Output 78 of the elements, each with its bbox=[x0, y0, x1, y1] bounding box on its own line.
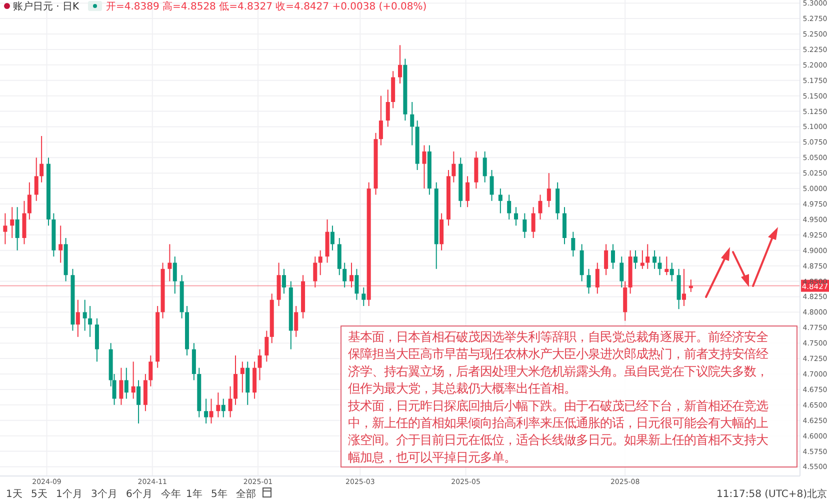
candlestick bbox=[221, 398, 226, 418]
annotation: 基本面，日本首相石破茂因选举失利等辞职，自民党总裁角逐展开。前经济安全保障担当大臣高市早苗与现任农林水产大臣小泉进次郎成热门，前者支持安倍经济学、持右翼立场，后者因处理大米危机崭露头角。虽自民党在下议院失多数，但作为最大党，其总裁仍大概率出任首相。 bbox=[348, 329, 768, 396]
candlestick bbox=[76, 299, 80, 338]
candlestick bbox=[27, 182, 32, 220]
text: 3个月 bbox=[91, 488, 118, 500]
candlestick bbox=[136, 380, 141, 424]
candlestick bbox=[168, 244, 172, 282]
candlestick bbox=[282, 268, 286, 294]
candlestick bbox=[652, 250, 657, 270]
text: 1天 bbox=[6, 489, 22, 500]
candlestick bbox=[240, 361, 244, 394]
text: 11:17:58 (UTC+8)北京 bbox=[716, 488, 827, 500]
candlestick bbox=[131, 361, 136, 400]
candlestick bbox=[682, 268, 686, 306]
candlestick bbox=[398, 44, 402, 84]
candlestick bbox=[640, 250, 644, 270]
candlestick bbox=[422, 144, 426, 190]
candlestick bbox=[313, 256, 318, 288]
candlestick bbox=[318, 250, 322, 276]
candlestick bbox=[216, 392, 220, 418]
candlestick bbox=[15, 206, 20, 251]
candlestick bbox=[595, 262, 600, 294]
candlestick bbox=[658, 256, 662, 276]
candlestick bbox=[88, 306, 92, 338]
candlestick bbox=[362, 286, 366, 306]
candlestick bbox=[204, 398, 208, 424]
candlestick bbox=[482, 150, 487, 183]
candlestick bbox=[58, 225, 63, 264]
candlestick bbox=[531, 206, 536, 238]
candlestick bbox=[264, 330, 269, 362]
candlestick bbox=[646, 244, 650, 270]
candlestick bbox=[664, 256, 669, 276]
text: 6个月 bbox=[126, 488, 152, 500]
candlestick bbox=[82, 299, 87, 332]
candlestick bbox=[354, 268, 359, 300]
candlestick bbox=[3, 212, 8, 245]
candlestick bbox=[228, 386, 232, 418]
candlestick bbox=[378, 95, 383, 146]
annotation: 技术面，日元昨日探底回抽后小幅下跌。由于石破茂已经下台，新首相还在竞选中，新上任的首相如果倾向抬高利率来压低通胀的话，日元很可能会有大幅的上涨空间。介于目前日元在低位，适合长线做多日元。如果新上任的首相不支持大幅加息，也可以平掉日元多单。 bbox=[347, 398, 768, 464]
candlestick bbox=[452, 150, 456, 183]
text: 5年 bbox=[211, 488, 228, 500]
candlestick bbox=[209, 398, 214, 424]
candlestick bbox=[40, 136, 44, 183]
candlestick bbox=[620, 256, 624, 288]
text: 1个月 bbox=[56, 488, 82, 500]
candlestick bbox=[507, 194, 512, 220]
candlestick bbox=[330, 225, 334, 251]
candlestick bbox=[386, 89, 390, 128]
candlestick bbox=[546, 172, 551, 208]
text: 5天 bbox=[31, 489, 48, 500]
candlestick bbox=[538, 194, 542, 220]
candlestick bbox=[350, 262, 354, 288]
candlestick bbox=[498, 188, 502, 214]
candlestick bbox=[604, 244, 608, 276]
candlestick bbox=[124, 367, 128, 400]
candlestick bbox=[522, 212, 527, 238]
candlestick bbox=[148, 354, 153, 387]
candlestick bbox=[571, 231, 576, 258]
candlestick bbox=[258, 348, 262, 381]
candlestick bbox=[119, 367, 124, 406]
candlestick bbox=[670, 262, 674, 282]
candlestick bbox=[514, 206, 518, 226]
candlestick bbox=[342, 262, 347, 288]
candlestick bbox=[634, 250, 638, 270]
chart-title: 账户日元 · 日K bbox=[13, 0, 80, 12]
candlestick bbox=[294, 306, 298, 338]
candlestick bbox=[172, 256, 177, 294]
candlestick bbox=[466, 176, 470, 208]
candlestick bbox=[10, 206, 14, 238]
candlestick bbox=[586, 268, 591, 294]
text: 1年 bbox=[186, 488, 202, 500]
candlestick bbox=[34, 157, 38, 202]
chart-subtitle: 开=4.8389 高=4.8528 低=4.8327 收=4.8427 +0.0038 (+0.08%) bbox=[106, 0, 427, 12]
candlestick bbox=[610, 244, 615, 270]
text: 全部 bbox=[236, 488, 256, 500]
candlestick bbox=[410, 102, 414, 146]
candlestick bbox=[490, 170, 494, 202]
text: 今年 bbox=[161, 488, 181, 500]
